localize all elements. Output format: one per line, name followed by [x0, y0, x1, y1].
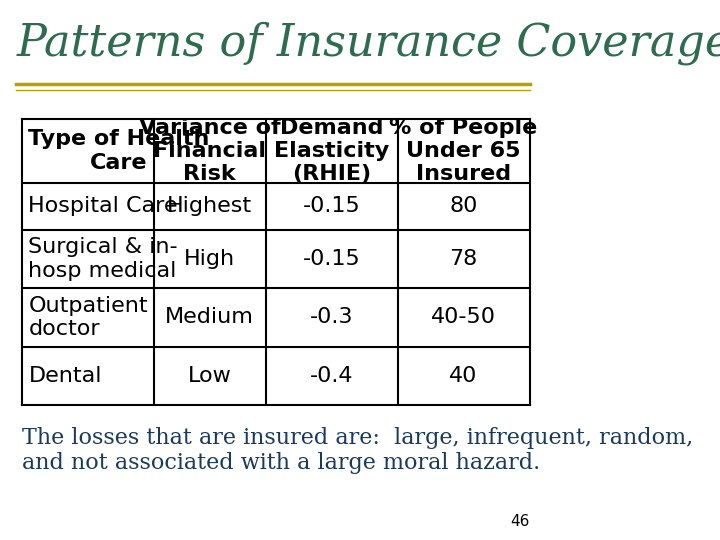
- Text: Patterns of Insurance Coverage: Patterns of Insurance Coverage: [17, 22, 720, 65]
- Text: High: High: [184, 249, 235, 269]
- Text: 46: 46: [510, 514, 530, 529]
- Text: -0.15: -0.15: [302, 197, 361, 217]
- Text: -0.3: -0.3: [310, 307, 354, 327]
- Text: 40-50: 40-50: [431, 307, 496, 327]
- Text: Surgical & in-
hosp medical: Surgical & in- hosp medical: [28, 238, 178, 281]
- Text: Medium: Medium: [166, 307, 254, 327]
- Text: Hospital Care: Hospital Care: [28, 197, 178, 217]
- Text: Demand
Elasticity
(RHIE): Demand Elasticity (RHIE): [274, 118, 390, 184]
- Text: Dental: Dental: [28, 366, 102, 386]
- Text: Low: Low: [188, 366, 232, 386]
- Text: 40: 40: [449, 366, 478, 386]
- Text: Type of Health
Care: Type of Health Care: [28, 129, 210, 172]
- Text: Variance of
Financial
Risk: Variance of Financial Risk: [139, 118, 281, 184]
- Text: 78: 78: [449, 249, 478, 269]
- Text: Highest: Highest: [167, 197, 252, 217]
- Text: -0.15: -0.15: [302, 249, 361, 269]
- Text: Outpatient
doctor: Outpatient doctor: [28, 296, 148, 339]
- Text: -0.4: -0.4: [310, 366, 354, 386]
- Text: % of People
Under 65
Insured: % of People Under 65 Insured: [390, 118, 538, 184]
- Text: 80: 80: [449, 197, 478, 217]
- Text: The losses that are insured are:  large, infrequent, random,
and not associated : The losses that are insured are: large, …: [22, 427, 693, 474]
